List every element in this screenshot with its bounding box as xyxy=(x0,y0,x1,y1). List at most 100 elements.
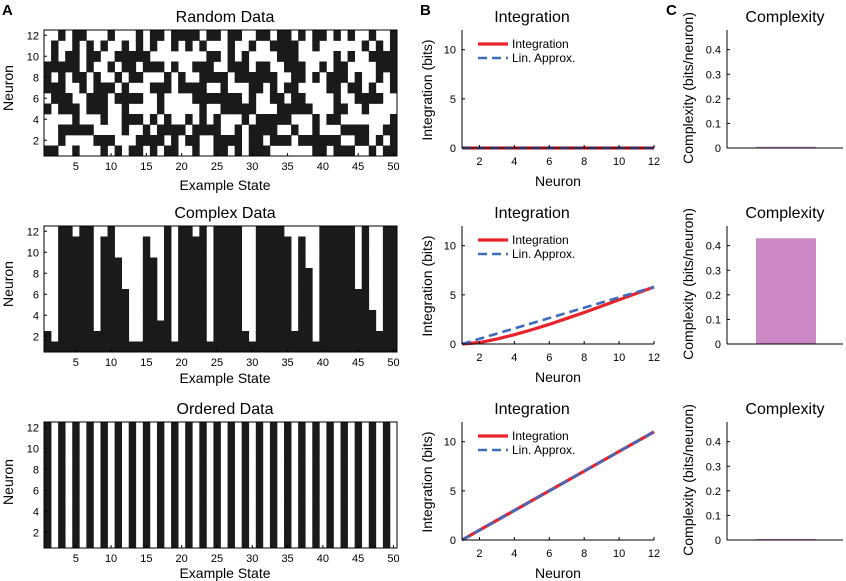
integration-line xyxy=(461,285,655,346)
heatmap-cell xyxy=(128,527,137,538)
heatmap-cell xyxy=(291,40,299,52)
heatmap-cell xyxy=(255,432,264,444)
heatmap-cell xyxy=(389,331,398,342)
heatmap-cell xyxy=(298,268,306,279)
heatmap-cell xyxy=(171,30,179,41)
heatmap-cell xyxy=(234,247,243,258)
heatmap-cell xyxy=(284,453,292,465)
heatmap-cell xyxy=(171,495,179,507)
heatmap-cell xyxy=(114,432,123,444)
y-tick-label: 10 xyxy=(444,437,456,449)
x-tick-label: 35 xyxy=(281,357,293,369)
heatmap-cell xyxy=(284,331,292,342)
heatmap-xlabel: Example State xyxy=(179,370,270,386)
heatmap-cell xyxy=(58,320,66,332)
heatmap-cell xyxy=(171,432,179,444)
heatmap-cell xyxy=(58,443,66,454)
y-tick-label: 5 xyxy=(450,486,456,498)
integration-title: Integration xyxy=(494,205,570,222)
heatmap-cell xyxy=(298,135,306,146)
heatmap-cell xyxy=(171,341,179,353)
heatmap-cell xyxy=(86,527,94,538)
panel-letter-b: B xyxy=(420,2,431,19)
heatmap-cell xyxy=(213,516,221,528)
heatmap-cell xyxy=(86,124,94,136)
heatmap-cell xyxy=(142,341,151,353)
heatmap-cell xyxy=(312,341,320,353)
heatmap-cell xyxy=(248,124,257,136)
heatmap-cell xyxy=(171,443,179,454)
heatmap-cell xyxy=(79,320,87,332)
heatmap-cell xyxy=(241,51,250,62)
heatmap-cell xyxy=(79,124,87,136)
heatmap-cell xyxy=(121,82,130,94)
heatmap-cell xyxy=(298,422,306,433)
heatmap-cell xyxy=(86,40,94,52)
x-tick-label: 10 xyxy=(105,161,117,173)
heatmap-cell xyxy=(284,40,292,52)
heatmap-cell xyxy=(347,124,355,136)
heatmap-cell xyxy=(72,114,80,125)
x-tick-label: 15 xyxy=(140,161,152,173)
heatmap-cell xyxy=(382,527,391,538)
heatmap-cell xyxy=(326,506,334,517)
heatmap-cell xyxy=(213,331,221,342)
heatmap-cell xyxy=(255,145,264,157)
heatmap-cell xyxy=(199,61,207,73)
heatmap-cell xyxy=(255,82,264,94)
heatmap-cell xyxy=(255,516,264,528)
heatmap-cell xyxy=(227,331,235,342)
heatmap-cell xyxy=(241,474,250,486)
heatmap-cell xyxy=(375,93,384,104)
heatmap-cell xyxy=(128,516,137,528)
heatmap-cell xyxy=(284,247,292,258)
heatmap-cell xyxy=(326,485,334,496)
panel-letter-a: A xyxy=(2,2,13,19)
heatmap-cell xyxy=(298,527,306,538)
heatmap-cell xyxy=(284,268,292,279)
heatmap-cell xyxy=(227,289,235,300)
heatmap-cell xyxy=(142,289,151,300)
heatmap-cell xyxy=(164,236,172,248)
heatmap-cell xyxy=(72,320,80,332)
heatmap-cell xyxy=(326,331,334,342)
heatmap-cell xyxy=(291,103,299,115)
heatmap-cell xyxy=(65,226,73,237)
heatmap-cell xyxy=(375,341,384,353)
y-tick-label: 0 xyxy=(715,339,721,351)
heatmap-cell xyxy=(305,289,313,300)
y-tick-label: 0.2 xyxy=(706,486,721,498)
heatmap-cell xyxy=(255,268,264,279)
heatmap-cell xyxy=(220,278,228,290)
heatmap-cell xyxy=(312,485,320,496)
heatmap-cell xyxy=(199,432,207,444)
heatmap-cell xyxy=(284,51,292,62)
heatmap-cell xyxy=(382,331,391,342)
heatmap-cell xyxy=(58,299,66,311)
heatmap-cell xyxy=(269,82,278,94)
heatmap-cell xyxy=(199,278,207,290)
heatmap-cell xyxy=(199,443,207,454)
heatmap-cell xyxy=(255,247,264,258)
heatmap-cell xyxy=(213,341,221,353)
heatmap-cell xyxy=(241,114,250,125)
heatmap-cell xyxy=(142,135,151,146)
heatmap-cell xyxy=(333,236,341,248)
heatmap-cell xyxy=(58,289,66,300)
heatmap-cell xyxy=(269,114,278,125)
heatmap-cell xyxy=(255,236,264,248)
heatmap-cell xyxy=(149,135,158,146)
heatmap-cell xyxy=(284,30,292,41)
heatmap-xlabel: Example State xyxy=(179,177,270,193)
heatmap-cell xyxy=(213,443,221,454)
heatmap-cell xyxy=(389,289,398,300)
heatmap-cell xyxy=(298,495,306,507)
heatmap-cell xyxy=(213,257,221,269)
heatmap-cell xyxy=(44,443,52,454)
heatmap-cell xyxy=(326,341,334,353)
heatmap-cell xyxy=(354,135,363,146)
heatmap-cell xyxy=(382,145,391,157)
x-tick-label: 8 xyxy=(581,548,587,560)
y-tick-label: 2 xyxy=(33,527,39,539)
